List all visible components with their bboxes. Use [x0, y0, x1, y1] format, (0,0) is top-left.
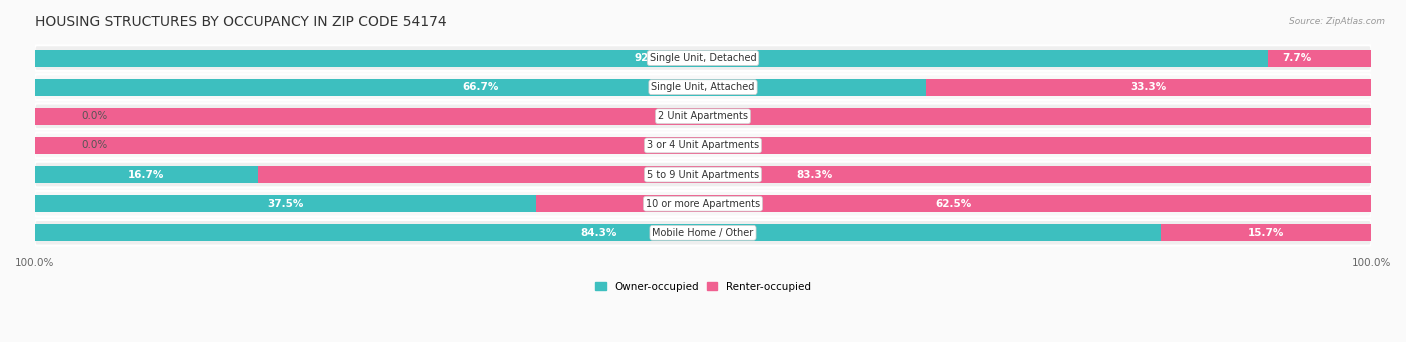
- Text: 10 or more Apartments: 10 or more Apartments: [645, 199, 761, 209]
- Bar: [35, 108, 75, 125]
- Bar: [257, 166, 1371, 183]
- Bar: [35, 137, 75, 154]
- FancyBboxPatch shape: [35, 74, 1371, 100]
- Text: 62.5%: 62.5%: [935, 199, 972, 209]
- Bar: [536, 195, 1371, 212]
- Bar: [35, 195, 536, 212]
- Bar: [1161, 224, 1371, 241]
- Text: 15.7%: 15.7%: [1249, 228, 1285, 238]
- Text: Single Unit, Detached: Single Unit, Detached: [650, 53, 756, 63]
- Text: 66.7%: 66.7%: [463, 82, 499, 92]
- FancyBboxPatch shape: [35, 45, 1371, 71]
- Text: 100.0%: 100.0%: [682, 111, 724, 121]
- Text: 7.7%: 7.7%: [1282, 53, 1310, 63]
- Text: 33.3%: 33.3%: [1130, 82, 1167, 92]
- Text: 100.0%: 100.0%: [682, 141, 724, 150]
- Text: 0.0%: 0.0%: [82, 111, 108, 121]
- FancyBboxPatch shape: [35, 104, 1371, 129]
- Bar: [35, 79, 927, 96]
- Text: 5 to 9 Unit Apartments: 5 to 9 Unit Apartments: [647, 170, 759, 180]
- Text: 37.5%: 37.5%: [267, 199, 304, 209]
- Text: Source: ZipAtlas.com: Source: ZipAtlas.com: [1289, 17, 1385, 26]
- FancyBboxPatch shape: [35, 133, 1371, 158]
- Bar: [35, 108, 1371, 125]
- FancyBboxPatch shape: [35, 220, 1371, 246]
- Text: 84.3%: 84.3%: [579, 228, 616, 238]
- Bar: [1268, 50, 1371, 67]
- FancyBboxPatch shape: [35, 162, 1371, 187]
- Bar: [35, 137, 1371, 154]
- Text: 92.4%: 92.4%: [634, 53, 671, 63]
- Text: 16.7%: 16.7%: [128, 170, 165, 180]
- Bar: [35, 50, 1270, 67]
- Text: 2 Unit Apartments: 2 Unit Apartments: [658, 111, 748, 121]
- Text: Single Unit, Attached: Single Unit, Attached: [651, 82, 755, 92]
- Legend: Owner-occupied, Renter-occupied: Owner-occupied, Renter-occupied: [591, 278, 815, 296]
- Text: 3 or 4 Unit Apartments: 3 or 4 Unit Apartments: [647, 141, 759, 150]
- Bar: [35, 166, 257, 183]
- Text: 0.0%: 0.0%: [82, 141, 108, 150]
- Bar: [927, 79, 1371, 96]
- Text: 83.3%: 83.3%: [796, 170, 832, 180]
- Bar: [35, 224, 1161, 241]
- Text: Mobile Home / Other: Mobile Home / Other: [652, 228, 754, 238]
- FancyBboxPatch shape: [35, 191, 1371, 216]
- Text: HOUSING STRUCTURES BY OCCUPANCY IN ZIP CODE 54174: HOUSING STRUCTURES BY OCCUPANCY IN ZIP C…: [35, 15, 446, 29]
